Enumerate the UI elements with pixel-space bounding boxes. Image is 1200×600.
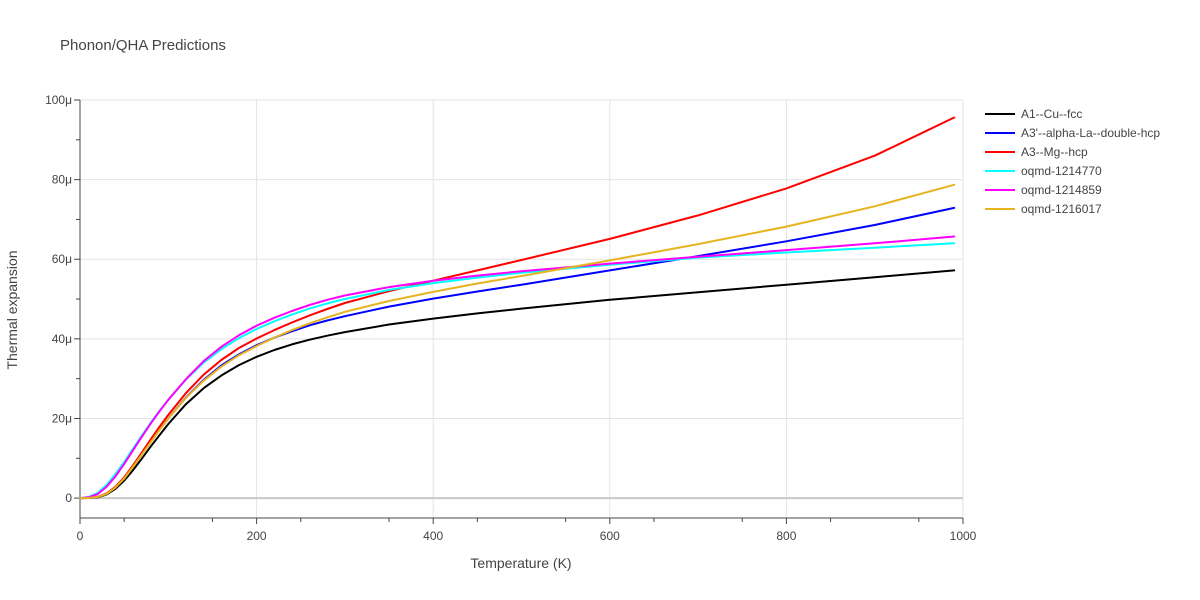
y-tick-label: 100μ	[45, 93, 72, 107]
y-tick-label: 60μ	[52, 252, 72, 266]
y-axis-title: Thermal expansion	[4, 250, 20, 369]
legend-label: oqmd-1214859	[1021, 183, 1102, 197]
series-line-3	[79, 242, 956, 500]
x-axis-ticks: 0 200 400 600 800 1000	[77, 518, 977, 543]
x-tick-label: 800	[776, 529, 796, 543]
legend-item[interactable]: A1--Cu--fcc	[985, 107, 1082, 121]
y-axis-ticks: 0 20μ 40μ 60μ 80μ 100μ	[45, 93, 80, 505]
legend-item[interactable]: A3'--alpha-La--double-hcp	[985, 126, 1160, 140]
legend-item[interactable]: oqmd-1216017	[985, 202, 1102, 216]
legend-item[interactable]: oqmd-1214770	[985, 164, 1102, 178]
legend-item[interactable]: oqmd-1214859	[985, 183, 1102, 197]
legend: A1--Cu--fcc A3'--alpha-La--double-hcp A3--…	[985, 107, 1160, 216]
x-tick-label: 1000	[950, 529, 977, 543]
chart-title: Phonon/QHA Predictions	[60, 37, 226, 54]
series-line-0	[79, 269, 956, 500]
legend-label: A3--Mg--hcp	[1021, 145, 1088, 159]
plot-area-lines	[79, 116, 956, 500]
x-tick-label: 400	[423, 529, 443, 543]
grid-lines	[80, 99, 964, 518]
legend-label: oqmd-1216017	[1021, 202, 1102, 216]
x-tick-label: 200	[247, 529, 267, 543]
x-axis-title: Temperature (K)	[470, 555, 571, 571]
legend-item[interactable]: A3--Mg--hcp	[985, 145, 1088, 159]
x-tick-label: 600	[600, 529, 620, 543]
y-tick-label: 80μ	[52, 173, 72, 187]
x-tick-label: 0	[77, 529, 84, 543]
y-tick-label: 20μ	[52, 411, 72, 425]
axes	[79, 100, 963, 519]
legend-label: A3'--alpha-La--double-hcp	[1021, 126, 1160, 140]
legend-label: oqmd-1214770	[1021, 164, 1102, 178]
y-tick-label: 40μ	[52, 332, 72, 346]
y-tick-label: 0	[65, 491, 72, 505]
legend-label: A1--Cu--fcc	[1021, 107, 1082, 121]
series-line-5	[79, 183, 956, 500]
series-line-4	[79, 235, 956, 500]
